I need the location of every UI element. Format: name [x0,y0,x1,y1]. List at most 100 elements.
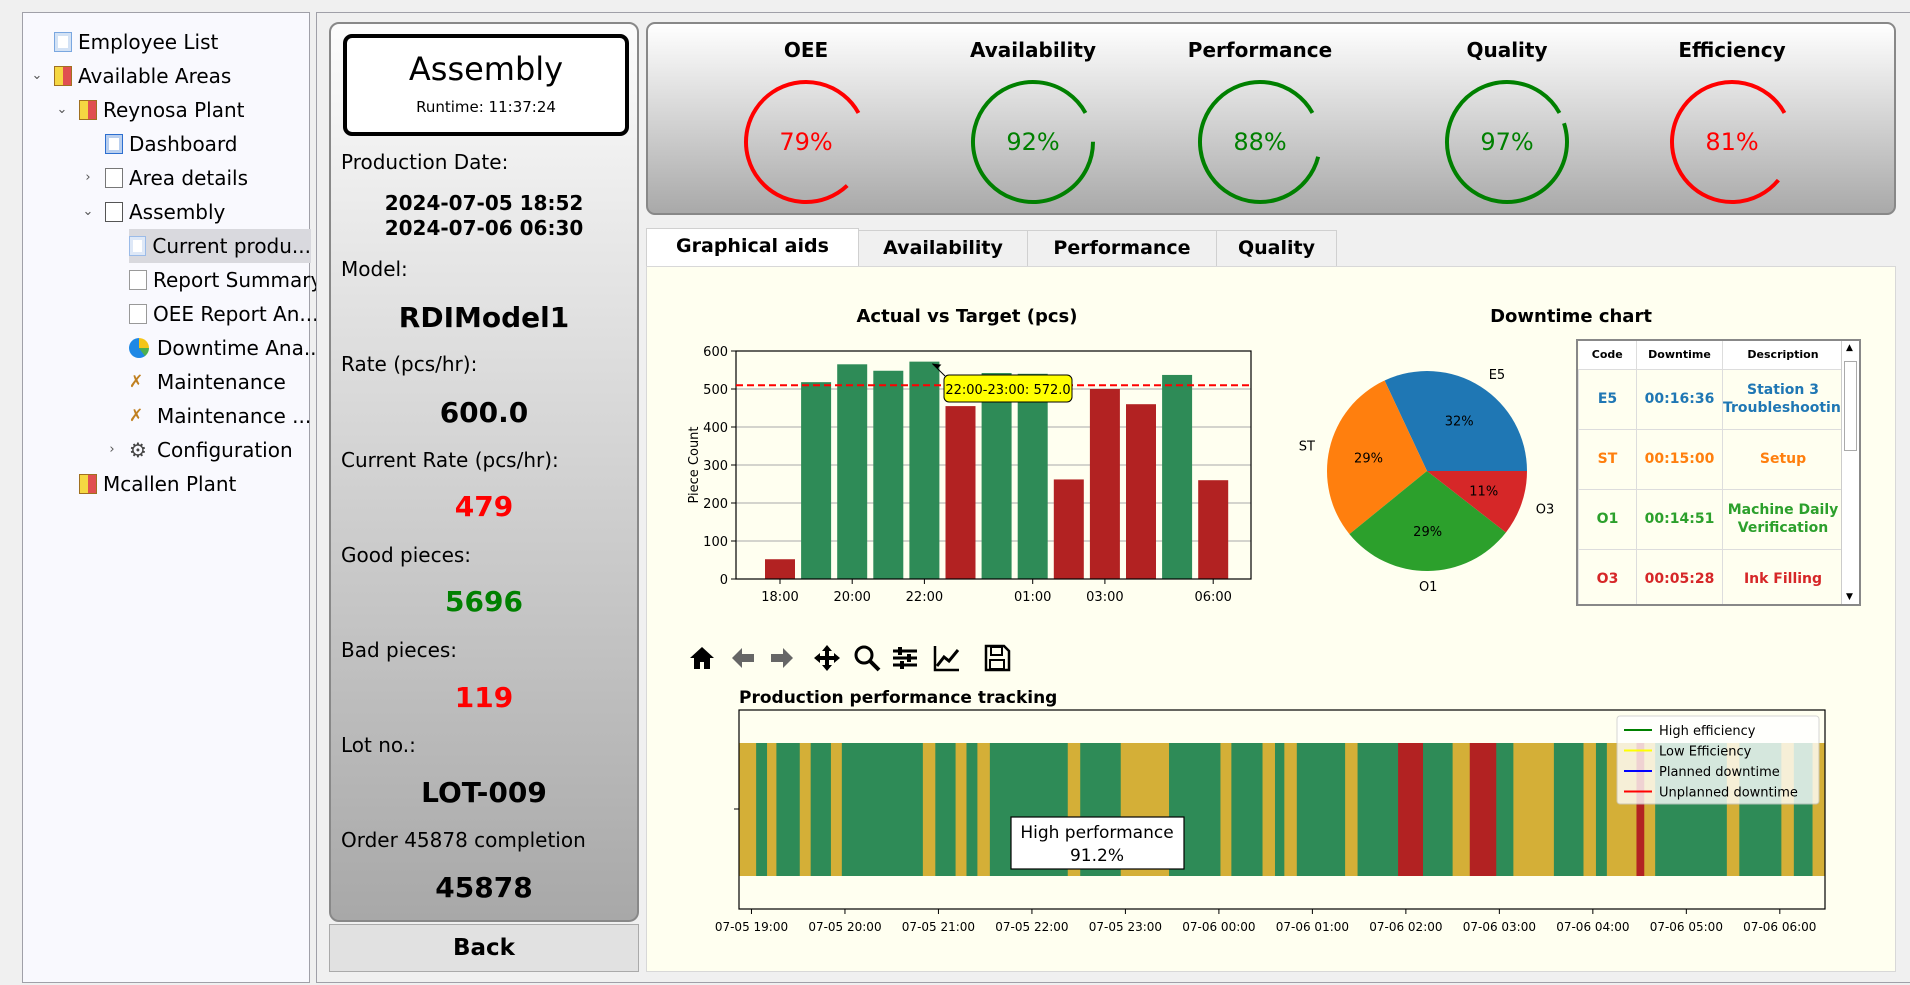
tree-item-report-summary[interactable]: Report Summary [129,263,322,297]
table-row[interactable]: O3 00:05:28 Ink Filling [1578,548,1844,604]
pie-chart-title: Downtime chart [1490,306,1652,327]
scroll-up-icon[interactable]: ▲ [1846,343,1853,353]
tab-quality[interactable]: Quality [1216,230,1337,267]
table-header-downtime[interactable]: Downtime [1636,341,1723,369]
timeline-segment-U [1398,743,1424,876]
x-tick-label: 07-06 02:00 [1369,920,1442,934]
back-arrow-icon[interactable] [728,643,758,673]
tree-item-oee-report-an[interactable]: OEE Report An... [129,297,318,331]
timeline-segment-H [841,743,924,876]
x-tick-label: 07-06 04:00 [1556,920,1629,934]
pie-label: O3 [1536,502,1555,517]
timeline-segment-H [1231,743,1264,876]
tree-item-maintenance[interactable]: ✗ Maintenance [129,365,286,399]
table-row[interactable]: E5 00:16:36 Station 3 Troubleshooting [1578,368,1851,430]
y-tick-label: 500 [703,383,728,398]
zoom-icon[interactable] [852,643,882,673]
areas-icon [54,66,72,86]
chevron-down-icon[interactable]: ⌄ [31,68,43,83]
table-row[interactable]: O1 00:14:51 Machine Daily Verification [1578,488,1844,550]
subplots-icon[interactable] [890,643,920,673]
tree-item-configuration[interactable]: › ⚙ Configuration [109,433,293,467]
timeline-segment-H [1496,743,1514,876]
tree-item-maintenance[interactable]: ✗ Maintenance ... [129,399,311,433]
tree-item-available-areas[interactable]: ⌄ Available Areas [32,59,232,93]
annotation-text: 22:00-23:00: 572.0 [945,383,1070,398]
timeline-segment-H [966,743,978,876]
cell-downtime: 00:05:28 [1636,548,1723,604]
tree-item-assembly[interactable]: ⌄ Assembly [83,195,226,229]
pie-slice-o1 [1349,471,1506,571]
tree-item-label: Maintenance ... [157,404,312,428]
save-icon[interactable] [982,643,1012,673]
kpi-title-performance: Performance [1187,38,1333,62]
x-tick-label: 07-05 23:00 [1089,920,1162,934]
tree-item-area-details[interactable]: › Area details [85,161,248,195]
annotation-box [943,374,1073,403]
y-tick-label: 0 [720,573,728,588]
bar-8 [1053,479,1084,579]
tree-item-employee-list[interactable]: Employee List [54,25,218,59]
chevron-right-icon[interactable]: › [85,170,91,185]
y-tick-label: 400 [703,421,728,436]
tab-graphical-aids[interactable]: Graphical aids [646,228,859,267]
home-icon[interactable] [687,643,717,673]
tree-item-dashboard[interactable]: Dashboard [105,127,238,161]
timeline-segment-H [756,743,768,876]
table-header-code[interactable]: Code [1578,341,1637,369]
model-label: Model: [341,257,408,281]
report-icon [129,304,147,324]
area-details-icon [105,168,123,188]
chevron-right-icon[interactable]: › [109,442,115,457]
navigation-tree: Employee List ⌄ Available Areas ⌄ Reynosa Pl… [22,12,323,983]
timeline-segment-L [1220,743,1232,876]
forward-arrow-icon[interactable] [767,643,797,673]
timeline-segment-L [922,743,936,876]
kpi-value-oee: 79% [779,128,833,156]
legend-label: High efficiency [1659,724,1756,739]
timeline-segment-L [739,743,757,876]
x-tick-label: 22:00 [906,590,943,605]
pie-slice-st [1327,380,1427,535]
tree-item-label: Configuration [157,438,293,462]
tab-availability[interactable]: Availability [858,230,1028,267]
y-tick-label: 100 [703,535,728,550]
tree-item-current-produ[interactable]: Current produ... [129,229,311,263]
table-row[interactable]: ST 00:15:00 Setup [1578,428,1844,490]
kpi-value-quality: 97% [1480,128,1534,156]
x-tick-label: 07-06 03:00 [1463,920,1536,934]
timeline-segment-H [935,743,957,876]
tree-item-mcallen-plant[interactable]: Mcallen Plant [79,467,236,501]
back-button[interactable]: Back [329,924,639,972]
current-rate-label: Current Rate (pcs/hr): [341,448,559,472]
date-start: 2024-07-05 18:52 [384,191,584,215]
bar-2 [837,364,868,579]
performance-annotation-title: High performance [1020,823,1173,843]
area-title-box: Assembly Runtime: 11:37:24 [343,34,629,136]
kpi-title-oee: OEE [783,38,829,62]
table-scrollbar[interactable]: ▲ ▼ [1841,341,1859,604]
timeline-segment-L [977,743,991,876]
scrollbar-thumb[interactable] [1844,361,1857,451]
axes-icon[interactable] [932,643,962,673]
bar-chart-title: Actual vs Target (pcs) [857,306,1078,327]
table-header-description[interactable]: Description [1722,341,1844,369]
timeline-segment-L [830,743,843,876]
x-tick-label: 07-06 01:00 [1276,920,1349,934]
kpi-gauge-efficiency [1670,80,1787,204]
kpi-gauge-arc [971,80,1096,204]
pie-pct-label: 29% [1354,452,1383,467]
tree-item-reynosa-plant[interactable]: ⌄ Reynosa Plant [57,93,245,127]
tree-item-downtime-ana[interactable]: Downtime Ana... [129,331,323,365]
chevron-down-icon[interactable]: ⌄ [56,102,68,117]
pan-icon[interactable] [812,643,842,673]
tab-performance[interactable]: Performance [1027,230,1217,267]
scroll-down-icon[interactable]: ▼ [1846,592,1853,602]
performance-annotation-box [1010,816,1185,870]
pie-icon [129,338,149,358]
legend-box [1616,715,1820,805]
timeline-segment-H [1423,743,1454,876]
chevron-down-icon[interactable]: ⌄ [82,204,94,219]
bar-5 [945,406,976,579]
good-pieces-value: 5696 [445,585,523,618]
